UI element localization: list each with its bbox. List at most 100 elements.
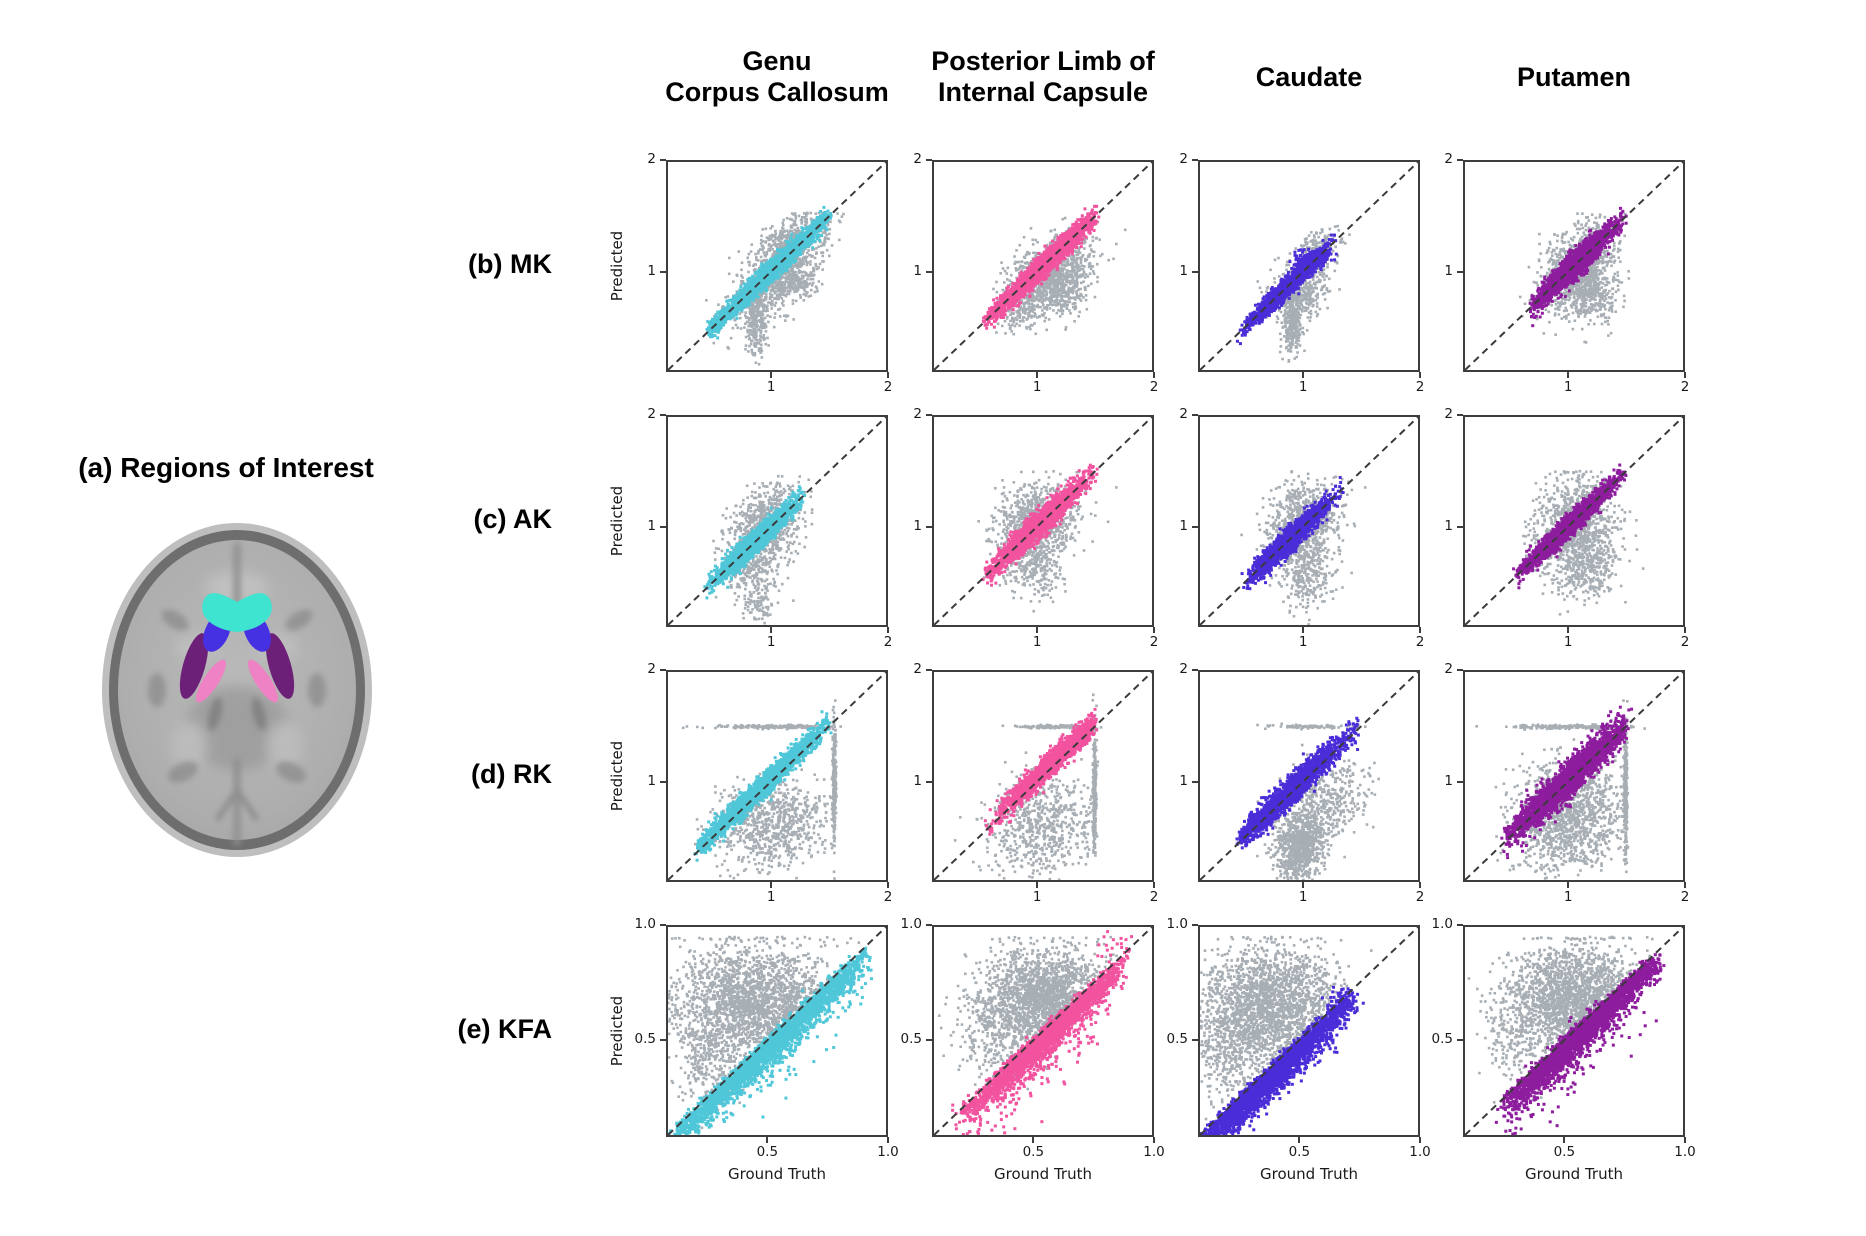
- scatter-canvas-AK-genu: [668, 417, 886, 625]
- y-axis-label: Predicted: [608, 995, 626, 1067]
- subplot-AK-plic: [932, 415, 1154, 627]
- x-tick-label: 0.5: [1553, 1144, 1576, 1160]
- x-tick-label: 1: [766, 379, 776, 395]
- x-tick-label: 0.5: [756, 1144, 779, 1160]
- y-tick-label: 1: [913, 262, 922, 279]
- y-tick-mark: [1192, 159, 1198, 161]
- y-tick-mark: [660, 924, 666, 926]
- subplot-AK-genu: [666, 415, 888, 627]
- x-tick-mark: [1567, 372, 1570, 378]
- y-tick-mark: [660, 1039, 666, 1042]
- roi-putamen-right: [265, 633, 295, 699]
- x-tick-label: 2: [1680, 379, 1690, 395]
- y-tick-mark: [1192, 780, 1198, 783]
- x-tick-mark: [1298, 1137, 1301, 1143]
- x-tick-mark: [1567, 627, 1570, 633]
- x-tick-label: 1: [1032, 634, 1042, 650]
- row-label-MK: (b) MK: [468, 249, 552, 279]
- scatter-canvas-KFA-plic: [934, 927, 1152, 1135]
- y-tick-mark: [926, 780, 932, 783]
- scatter-canvas-MK-genu: [668, 162, 886, 370]
- row-label-KFA: (e) KFA: [457, 1014, 553, 1044]
- x-tick-mark: [1419, 627, 1421, 633]
- x-tick-label: 2: [1680, 634, 1690, 650]
- x-tick-label: 2: [883, 889, 893, 905]
- column-header-plic: Posterior Limb of Internal Capsule: [902, 44, 1184, 110]
- subplot-MK-caudate: [1198, 160, 1420, 372]
- x-tick-mark: [1563, 1137, 1566, 1143]
- x-tick-mark: [1419, 1137, 1421, 1143]
- scatter-canvas-MK-caudate: [1200, 162, 1418, 370]
- y-tick-label: 1: [1179, 517, 1188, 534]
- x-axis-label: Ground Truth: [728, 1165, 826, 1183]
- x-tick-label: 1: [1563, 634, 1573, 650]
- x-tick-label: 1.0: [1674, 1144, 1696, 1160]
- x-tick-mark: [1684, 882, 1686, 888]
- roi-brain-map: [97, 518, 377, 860]
- y-tick-label: 1: [647, 517, 656, 534]
- x-tick-mark: [1032, 1137, 1035, 1143]
- y-tick-mark: [1192, 414, 1198, 416]
- y-tick-mark: [1192, 1039, 1198, 1042]
- y-tick-label: 1.0: [634, 916, 656, 932]
- y-tick-label: 0.5: [1431, 1031, 1453, 1048]
- x-tick-label: 1: [1032, 379, 1042, 395]
- x-tick-mark: [1419, 882, 1421, 888]
- row-label-AK: (c) AK: [473, 504, 553, 534]
- y-tick-mark: [1192, 270, 1198, 273]
- x-tick-mark: [1302, 372, 1305, 378]
- sulci-pattern: [148, 542, 326, 846]
- y-tick-mark: [660, 780, 666, 783]
- subplot-MK-plic: [932, 160, 1154, 372]
- column-header-genu: Genu Corpus Callosum: [636, 44, 918, 110]
- y-tick-label: 1: [647, 262, 656, 279]
- y-tick-label: 2: [913, 661, 922, 677]
- x-tick-label: 1: [1032, 889, 1042, 905]
- subplot-MK-genu: [666, 160, 888, 372]
- scatter-canvas-AK-putamen: [1465, 417, 1683, 625]
- scatter-canvas-KFA-genu: [668, 927, 886, 1135]
- y-tick-label: 1: [913, 517, 922, 534]
- roi-genu-corpus-callosum: [202, 593, 272, 632]
- y-tick-label: 2: [1179, 661, 1188, 677]
- y-tick-mark: [1457, 414, 1463, 416]
- y-tick-mark: [926, 159, 932, 161]
- y-tick-label: 2: [1179, 406, 1188, 422]
- x-tick-mark: [1036, 372, 1039, 378]
- row-label-RK: (d) RK: [471, 759, 552, 789]
- y-tick-label: 0.5: [1166, 1031, 1188, 1048]
- y-tick-label: 1: [647, 772, 656, 789]
- x-tick-label: 1: [1298, 889, 1308, 905]
- subplot-AK-putamen: [1463, 415, 1685, 627]
- scatter-canvas-RK-plic: [934, 672, 1152, 880]
- y-tick-label: 1: [1444, 517, 1453, 534]
- y-tick-label: 2: [1444, 406, 1453, 422]
- x-tick-label: 2: [883, 634, 893, 650]
- roi-plic-right: [248, 659, 278, 703]
- x-tick-mark: [1153, 372, 1155, 378]
- y-tick-label: 2: [1444, 661, 1453, 677]
- x-tick-mark: [887, 627, 889, 633]
- scatter-canvas-MK-putamen: [1465, 162, 1683, 370]
- x-tick-label: 2: [1415, 634, 1425, 650]
- x-tick-mark: [887, 1137, 889, 1143]
- column-header-caudate: Caudate: [1168, 44, 1450, 110]
- x-tick-label: 2: [1680, 889, 1690, 905]
- y-tick-mark: [1457, 270, 1463, 273]
- column-header-line: Internal Capsule: [937, 77, 1149, 107]
- subplot-KFA-plic: [932, 925, 1154, 1137]
- x-tick-mark: [887, 372, 889, 378]
- y-tick-label: 2: [647, 661, 656, 677]
- y-tick-label: 1.0: [900, 916, 922, 932]
- subplot-KFA-putamen: [1463, 925, 1685, 1137]
- y-tick-label: 1: [1444, 262, 1453, 279]
- y-tick-mark: [926, 525, 932, 528]
- y-tick-mark: [1192, 525, 1198, 528]
- roi-putamen-left: [179, 633, 209, 699]
- y-tick-label: 1.0: [1166, 916, 1188, 932]
- x-tick-mark: [1567, 882, 1570, 888]
- y-tick-mark: [926, 270, 932, 273]
- y-tick-mark: [1192, 669, 1198, 671]
- subplot-RK-putamen: [1463, 670, 1685, 882]
